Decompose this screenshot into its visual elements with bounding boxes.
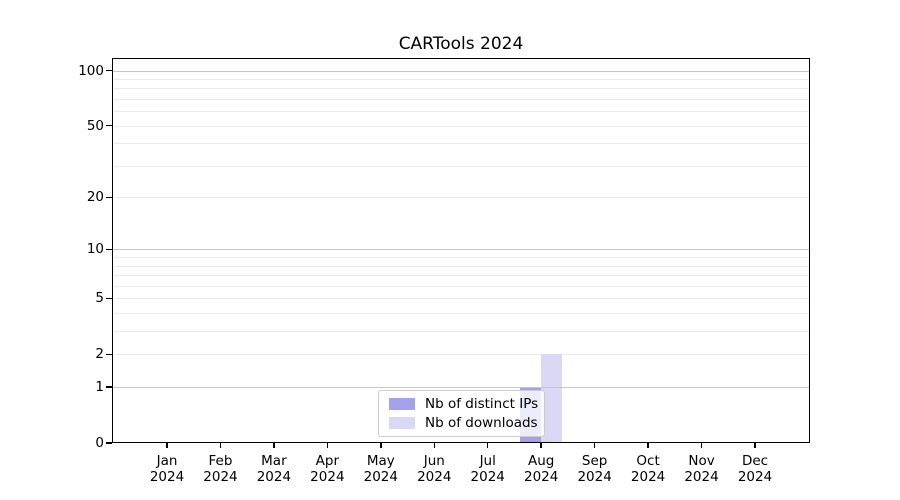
legend-entry-distinct-ips: Nb of distinct IPs — [389, 396, 539, 412]
y-tick-50 — [106, 124, 112, 127]
legend-label-distinct-ips: Nb of distinct IPs — [425, 396, 539, 412]
legend-swatch-distinct-ips — [389, 398, 415, 410]
gridline-minor-7 — [112, 275, 810, 277]
gridline-minor-2 — [112, 354, 810, 356]
major-gridlines-layer — [112, 58, 810, 443]
x-tick-label-Dec-2024: Dec 2024 — [737, 453, 773, 485]
x-tick-Jun-2024 — [433, 443, 435, 448]
x-tick-label-Aug-2024: Aug 2024 — [523, 453, 559, 485]
gridline-minor-60 — [112, 111, 810, 113]
x-tick-Aug-2024 — [540, 443, 542, 448]
y-tick-label-50: 50 — [86, 117, 104, 134]
y-tick-20 — [106, 196, 112, 198]
minor-gridlines-layer — [112, 58, 810, 443]
y-tick-label-2: 2 — [95, 346, 104, 363]
gridline-minor-6 — [112, 285, 810, 287]
gridline-major-1 — [112, 387, 810, 389]
x-tick-label-Sep-2024: Sep 2024 — [577, 453, 612, 485]
legend: Nb of distinct IPs Nb of downloads — [378, 390, 545, 437]
y-tick-label-0: 0 — [95, 435, 104, 451]
x-tick-label-Nov-2024: Nov 2024 — [684, 453, 719, 485]
x-tick-Jul-2024 — [487, 443, 489, 448]
plot-area — [112, 58, 810, 443]
x-tick-label-Oct-2024: Oct 2024 — [630, 453, 666, 485]
gridline-minor-50 — [112, 125, 810, 127]
x-tick-Jan-2024 — [166, 443, 168, 448]
y-tick-0 — [106, 442, 112, 444]
legend-entry-downloads: Nb of downloads — [389, 415, 538, 431]
legend-swatch-downloads — [389, 417, 415, 429]
y-tick-label-5: 5 — [95, 290, 104, 307]
x-tick-label-Jan-2024: Jan 2024 — [149, 453, 185, 485]
gridline-minor-4 — [112, 313, 810, 315]
x-tick-Mar-2024 — [273, 443, 275, 448]
y-tick-label-100: 100 — [78, 62, 104, 79]
x-tick-label-Apr-2024: Apr 2024 — [310, 453, 345, 485]
x-tick-Apr-2024 — [326, 443, 329, 448]
y-tick-5 — [106, 297, 112, 300]
y-tick-label-20: 20 — [86, 189, 104, 206]
gridline-minor-5 — [112, 298, 810, 300]
gridline-minor-70 — [112, 98, 810, 100]
x-tick-label-Jun-2024: Jun 2024 — [417, 453, 452, 485]
gridline-minor-20 — [112, 197, 810, 199]
chart-title: CARTools 2024 — [398, 34, 524, 54]
gridline-minor-9 — [112, 257, 810, 259]
legend-label-downloads: Nb of downloads — [425, 415, 538, 431]
gridline-minor-8 — [112, 265, 810, 267]
x-tick-label-May-2024: May 2024 — [363, 453, 398, 485]
bar-nb-of-downloads-aug — [541, 354, 563, 443]
gridline-major-10 — [112, 249, 810, 251]
y-tick-100 — [106, 69, 112, 72]
gridline-major-100 — [112, 70, 810, 72]
gridline-minor-40 — [112, 143, 810, 145]
gridline-minor-90 — [112, 78, 810, 80]
x-tick-Sep-2024 — [593, 443, 596, 448]
x-tick-May-2024 — [380, 443, 382, 448]
x-tick-label-Feb-2024: Feb 2024 — [203, 453, 238, 485]
x-tick-Oct-2024 — [647, 443, 649, 448]
x-tick-Dec-2024 — [754, 443, 756, 448]
y-tick-label-10: 10 — [86, 241, 104, 258]
x-tick-label-Jul-2024: Jul 2024 — [470, 453, 505, 485]
x-tick-label-Mar-2024: Mar 2024 — [256, 453, 292, 485]
y-tick-2 — [106, 353, 112, 356]
gridline-minor-3 — [112, 331, 810, 333]
gridline-minor-80 — [112, 88, 810, 90]
gridline-minor-30 — [112, 165, 810, 167]
y-tick-label-1: 1 — [95, 379, 104, 396]
y-tick-10 — [106, 248, 112, 251]
x-tick-Nov-2024 — [700, 443, 703, 448]
y-tick-1 — [106, 386, 112, 388]
x-tick-Feb-2024 — [219, 443, 222, 448]
